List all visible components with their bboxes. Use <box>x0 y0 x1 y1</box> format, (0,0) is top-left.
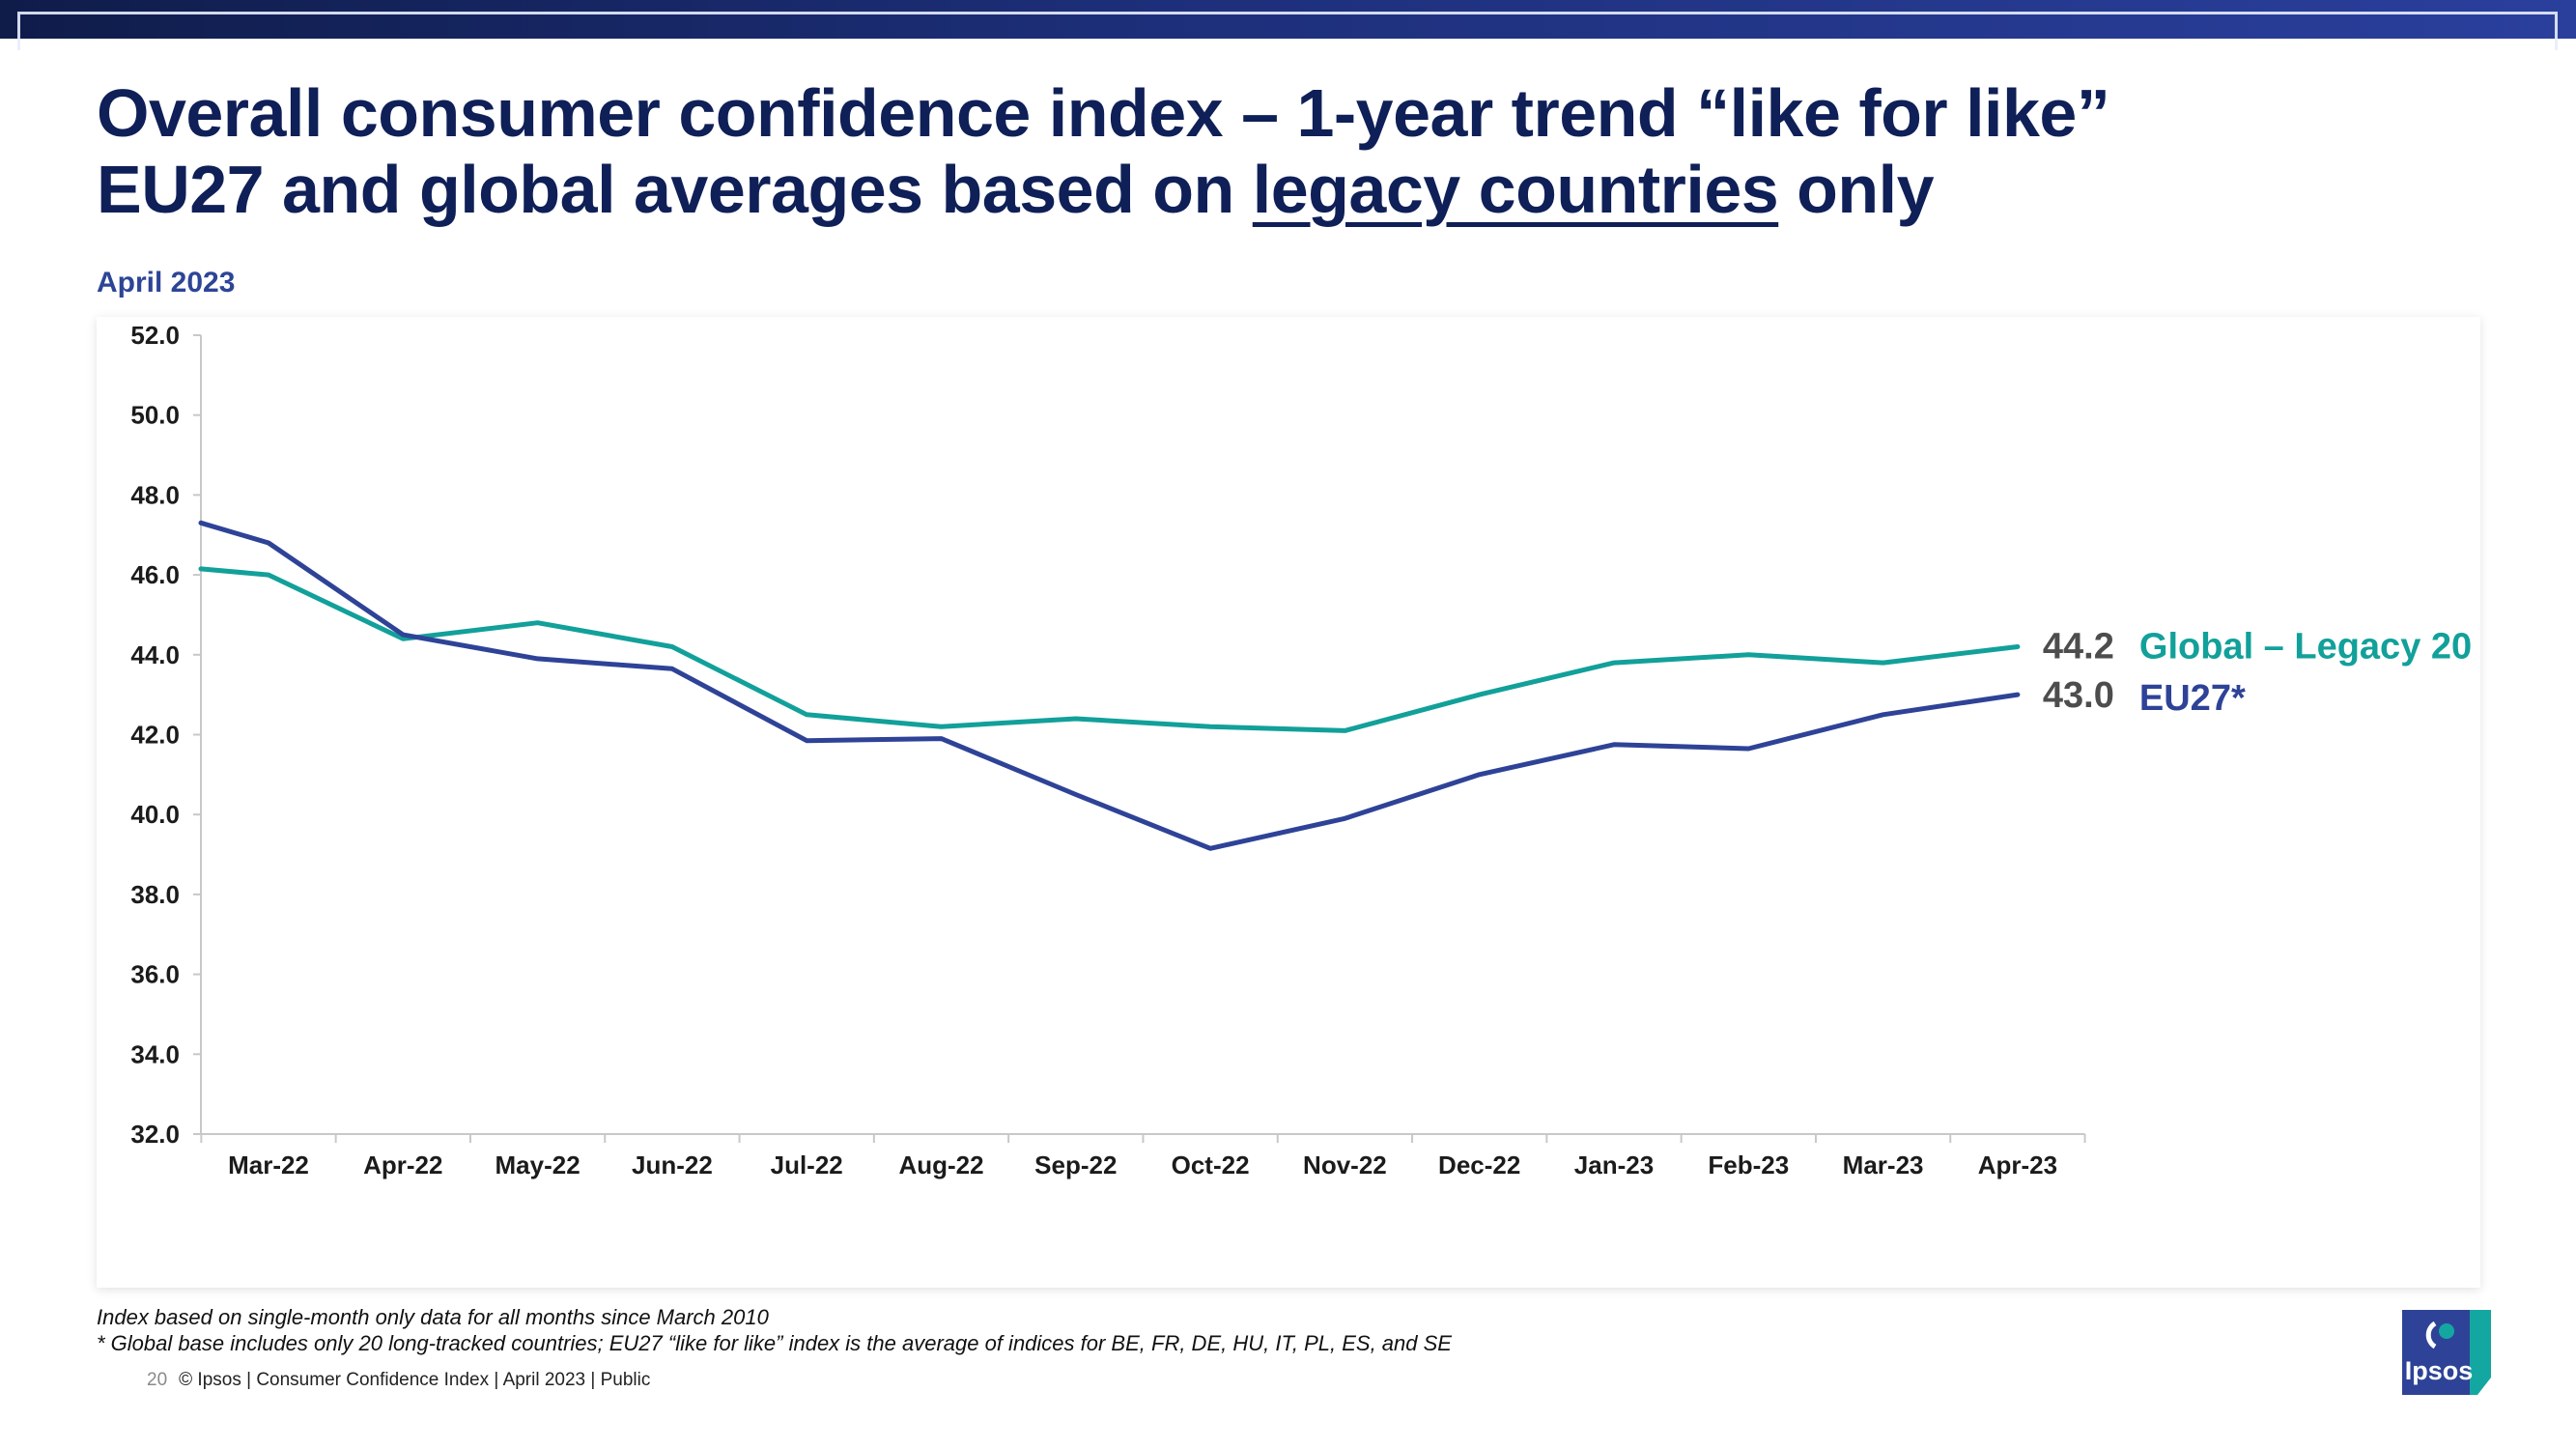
title-line-2: EU27 and global averages based on legacy… <box>97 152 2463 228</box>
series-line-eu27 <box>198 520 2021 851</box>
y-tick-label: 32.0 <box>130 1120 180 1149</box>
y-tick-label: 46.0 <box>130 560 180 589</box>
chart-card: 52.0 50.0 48.0 46.0 44.0 42.0 40.0 38.0 36.0 34.0… <box>97 317 2480 1288</box>
end-value-label: 44.2 <box>2043 627 2114 668</box>
y-tick-label: 50.0 <box>130 401 180 430</box>
x-tick-label: Mar-23 <box>1843 1151 1924 1179</box>
x-tick-label: Oct-22 <box>1172 1151 1250 1179</box>
title-line-2-end: only <box>1778 152 1935 227</box>
logo-figure-head <box>2439 1323 2454 1339</box>
x-tick-label: Nov-22 <box>1303 1151 1387 1179</box>
series-line-global-legacy-20 <box>198 566 2021 733</box>
y-tick-label: 48.0 <box>130 480 180 509</box>
footnotes: Index based on single-month only data fo… <box>97 1304 1452 1356</box>
title-line-2-start: EU27 and global averages based on <box>97 152 1253 227</box>
x-tick-label: Mar-22 <box>228 1151 309 1179</box>
page-number: 20 <box>147 1370 168 1390</box>
y-tick-label: 52.0 <box>130 321 180 350</box>
y-tick-label: 36.0 <box>130 960 180 989</box>
x-tick-label: Jun-22 <box>632 1151 713 1179</box>
footer-text: © Ipsos | Consumer Confidence Index | Ap… <box>179 1370 651 1390</box>
logo-text: Ipsos <box>2405 1356 2474 1385</box>
title-line-1: Overall consumer confidence index – 1-ye… <box>97 75 2110 151</box>
logo-blue-square <box>2402 1310 2470 1395</box>
y-tick-label: 44.0 <box>130 640 180 669</box>
x-tick-label: Aug-22 <box>898 1151 983 1179</box>
x-tick-label: Apr-22 <box>363 1151 442 1179</box>
x-tick-label: May-22 <box>495 1151 580 1179</box>
top-banner <box>0 0 2576 39</box>
footer: 20 © Ipsos | Consumer Confidence Index | … <box>147 1370 650 1391</box>
line-chart: 52.0 50.0 48.0 46.0 44.0 42.0 40.0 38.0 36.0 34.0… <box>130 321 2472 1179</box>
slide-title: Overall consumer confidence index – 1-ye… <box>97 75 2463 228</box>
series-name-label: Global – Legacy 20 <box>2139 627 2472 668</box>
date-label: April 2023 <box>97 267 236 298</box>
x-tick-label: Feb-23 <box>1708 1151 1789 1179</box>
y-tick-label: 34.0 <box>130 1039 180 1068</box>
logo-figure-arc <box>2425 1321 2437 1350</box>
x-tick-label: Jan-23 <box>1574 1151 1654 1179</box>
footnote-2: * Global base includes only 20 long-trac… <box>97 1331 1452 1355</box>
x-tick-label: Jul-22 <box>771 1151 843 1179</box>
footnote-1: Index based on single-month only data fo… <box>97 1305 769 1329</box>
end-value-label: 43.0 <box>2043 675 2114 716</box>
x-tick-label: Dec-22 <box>1438 1151 1520 1179</box>
series-name-label: EU27* <box>2139 678 2246 719</box>
y-tick-label: 40.0 <box>130 800 180 829</box>
y-tick-label: 42.0 <box>130 721 180 750</box>
top-banner-frame <box>17 12 2558 50</box>
title-underlined-text: legacy countries <box>1252 152 1779 227</box>
y-tick-label: 38.0 <box>130 880 180 909</box>
ipsos-logo: Ipsos <box>2402 1310 2491 1395</box>
x-tick-label: Apr-23 <box>1978 1151 2057 1179</box>
x-tick-label: Sep-22 <box>1034 1151 1117 1179</box>
